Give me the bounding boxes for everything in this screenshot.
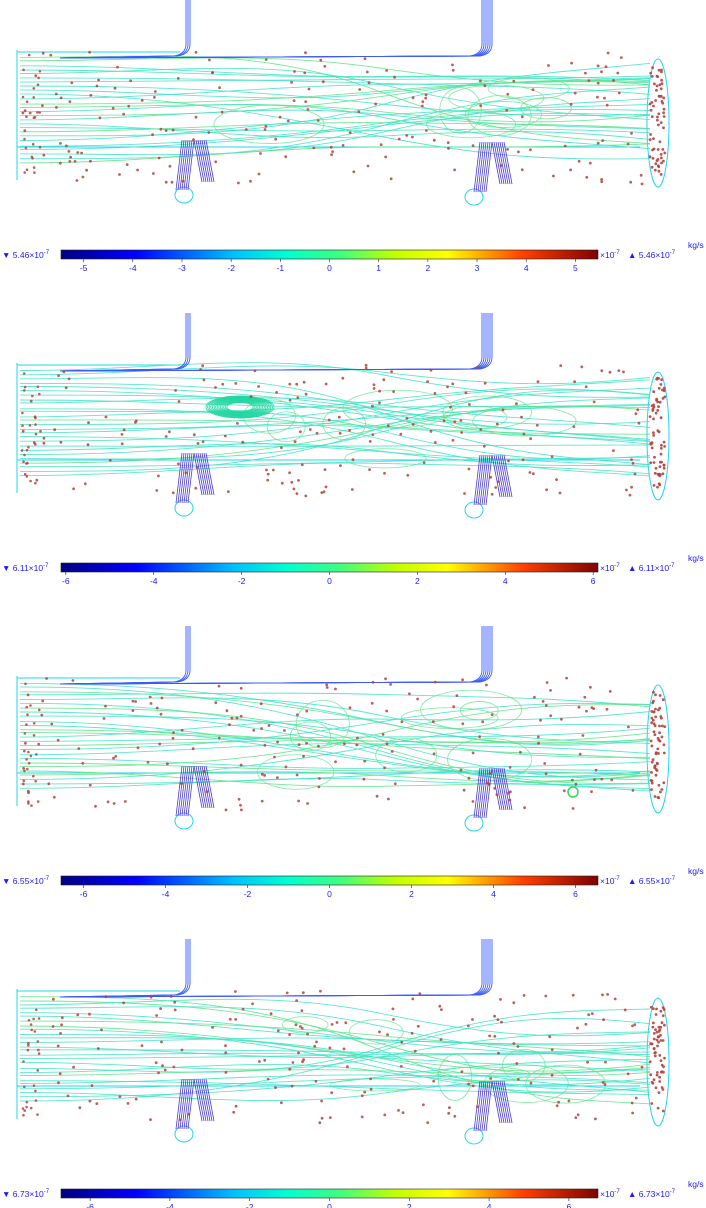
duct-outline: [16, 50, 670, 206]
colorbar-tick-label: 4: [503, 576, 508, 586]
colorbar-tick-label: 6: [591, 576, 596, 586]
colorbar-tick-label: 0: [327, 1202, 332, 1208]
particles: [21, 50, 667, 186]
colorbar-tick-label: 6: [573, 889, 578, 899]
streamlines: [19, 55, 651, 164]
colorbar-tick-label: -4: [162, 889, 170, 899]
colorbar-tick-label: 2: [409, 889, 414, 899]
nozzles: [175, 765, 513, 819]
outlet-ellipse: [646, 997, 670, 1127]
streamlines: [19, 683, 651, 798]
colorbar-unit: kg/s: [688, 866, 704, 876]
colorbar-tick-label: 2: [425, 263, 430, 273]
colorbar-tick-label: -2: [246, 1202, 254, 1208]
colorbar-tick-label: 4: [487, 1202, 492, 1208]
colorbar-tick-label: -4: [129, 263, 137, 273]
colorbar-tick-label: 0: [327, 263, 332, 273]
flow-panel: -6 -4 -2 0 2 4 6 ▼ 6.73×10-7 ×10-7 ▲ 6.73×10-7 kg/…: [2, 939, 704, 1208]
duct-outline: [16, 989, 670, 1145]
particles: [21, 676, 667, 812]
duct-outline: [16, 363, 670, 519]
outlet-ellipse: [646, 684, 670, 814]
colorbar-tick-label: 1: [376, 263, 381, 273]
duct-outline: [16, 676, 670, 832]
nozzles: [175, 1078, 513, 1132]
colorbar-tick-label: 5: [573, 263, 578, 273]
streamlines: [19, 996, 651, 1105]
colorbar-multiplier: ×10-7: [600, 876, 620, 886]
nozzles: [175, 452, 513, 506]
colorbar-max-label: ▲ 6.73×10-7: [628, 1189, 676, 1199]
colorbar-tick-label: 4: [524, 263, 529, 273]
outlet-ellipse: [646, 58, 670, 188]
colorbar-max-label: ▲ 6.11×10-7: [628, 563, 675, 573]
colorbar-tick-label: -5: [80, 263, 88, 273]
colorbar-tick-label: -2: [227, 263, 235, 273]
particles: [20, 363, 667, 498]
colorbar-min-label: ▼ 6.55×10-7: [2, 876, 50, 886]
colorbar-tick-label: -3: [178, 263, 186, 273]
colorbar-tick-label: -2: [238, 576, 246, 586]
inlet-pipes: [59, 0, 493, 59]
colorbar-multiplier: ×10-7: [600, 563, 620, 573]
colorbar-min-label: ▼ 6.11×10-7: [2, 563, 49, 573]
colorbar: -6 -4 -2 0 2 4 6 ▼ 6.55×10-7 ×10-7 ▲ 6.55×10-7 kg/…: [2, 866, 704, 899]
colorbar-multiplier: ×10-7: [600, 1189, 620, 1199]
colorbar-multiplier: ×10-7: [600, 250, 620, 260]
colorbar-tick-label: -2: [244, 889, 252, 899]
inlet-pipes: [59, 626, 493, 685]
colorbar-min-label: ▼ 5.46×10-7: [2, 250, 50, 260]
colorbar-unit: kg/s: [688, 553, 704, 563]
colorbar-unit: kg/s: [688, 1179, 704, 1189]
particles: [21, 989, 666, 1125]
colorbar: -6 -4 -2 0 2 4 6 ▼ 6.11×10-7 ×10-7 ▲ 6.11×10-7 kg/…: [2, 553, 704, 586]
flow-panel: -6 -4 -2 0 2 4 6 ▼ 6.11×10-7 ×10-7 ▲ 6.11×10-7 kg/…: [2, 313, 704, 586]
colorbar-tick-label: 4: [491, 889, 496, 899]
colorbar-tick-label: 3: [475, 263, 480, 273]
colorbar-tick-label: -6: [80, 889, 88, 899]
inlet-pipes: [59, 313, 493, 372]
colorbar-tick-label: 0: [327, 889, 332, 899]
inlet-pipes: [59, 939, 493, 998]
flow-panel: -5 -4 -3 -2 -1 0 1 2 3 4 5 ▼ 5.46×10-7 ×10-7 ▲ 5.46×1…: [2, 0, 704, 273]
colorbar-max-label: ▲ 5.46×10-7: [628, 250, 676, 260]
colorbar-tick-label: 6: [567, 1202, 572, 1208]
colorbar-tick-label: 2: [407, 1202, 412, 1208]
colorbar-tick-label: -1: [277, 263, 285, 273]
colorbar-unit: kg/s: [688, 240, 704, 250]
colorbar-tick-label: 2: [415, 576, 420, 586]
colorbar-tick-label: 0: [327, 576, 332, 586]
colorbar: -6 -4 -2 0 2 4 6 ▼ 6.73×10-7 ×10-7 ▲ 6.73×10-7 kg/…: [2, 1179, 704, 1208]
colorbar-tick-label: -4: [150, 576, 158, 586]
colorbar-tick-label: -6: [86, 1202, 94, 1208]
outlet-ellipse: [646, 371, 670, 501]
colorbar-max-label: ▲ 6.55×10-7: [628, 876, 676, 886]
flow-panel: -6 -4 -2 0 2 4 6 ▼ 6.55×10-7 ×10-7 ▲ 6.55×10-7 kg/…: [2, 626, 704, 899]
colorbar: -5 -4 -3 -2 -1 0 1 2 3 4 5 ▼ 5.46×10-7 ×10-7 ▲ 5.46×1…: [2, 240, 704, 273]
colorbar-min-label: ▼ 6.73×10-7: [2, 1189, 50, 1199]
streamlines: [19, 362, 651, 477]
colorbar-tick-label: -4: [166, 1202, 174, 1208]
colorbar-tick-label: -6: [62, 576, 70, 586]
